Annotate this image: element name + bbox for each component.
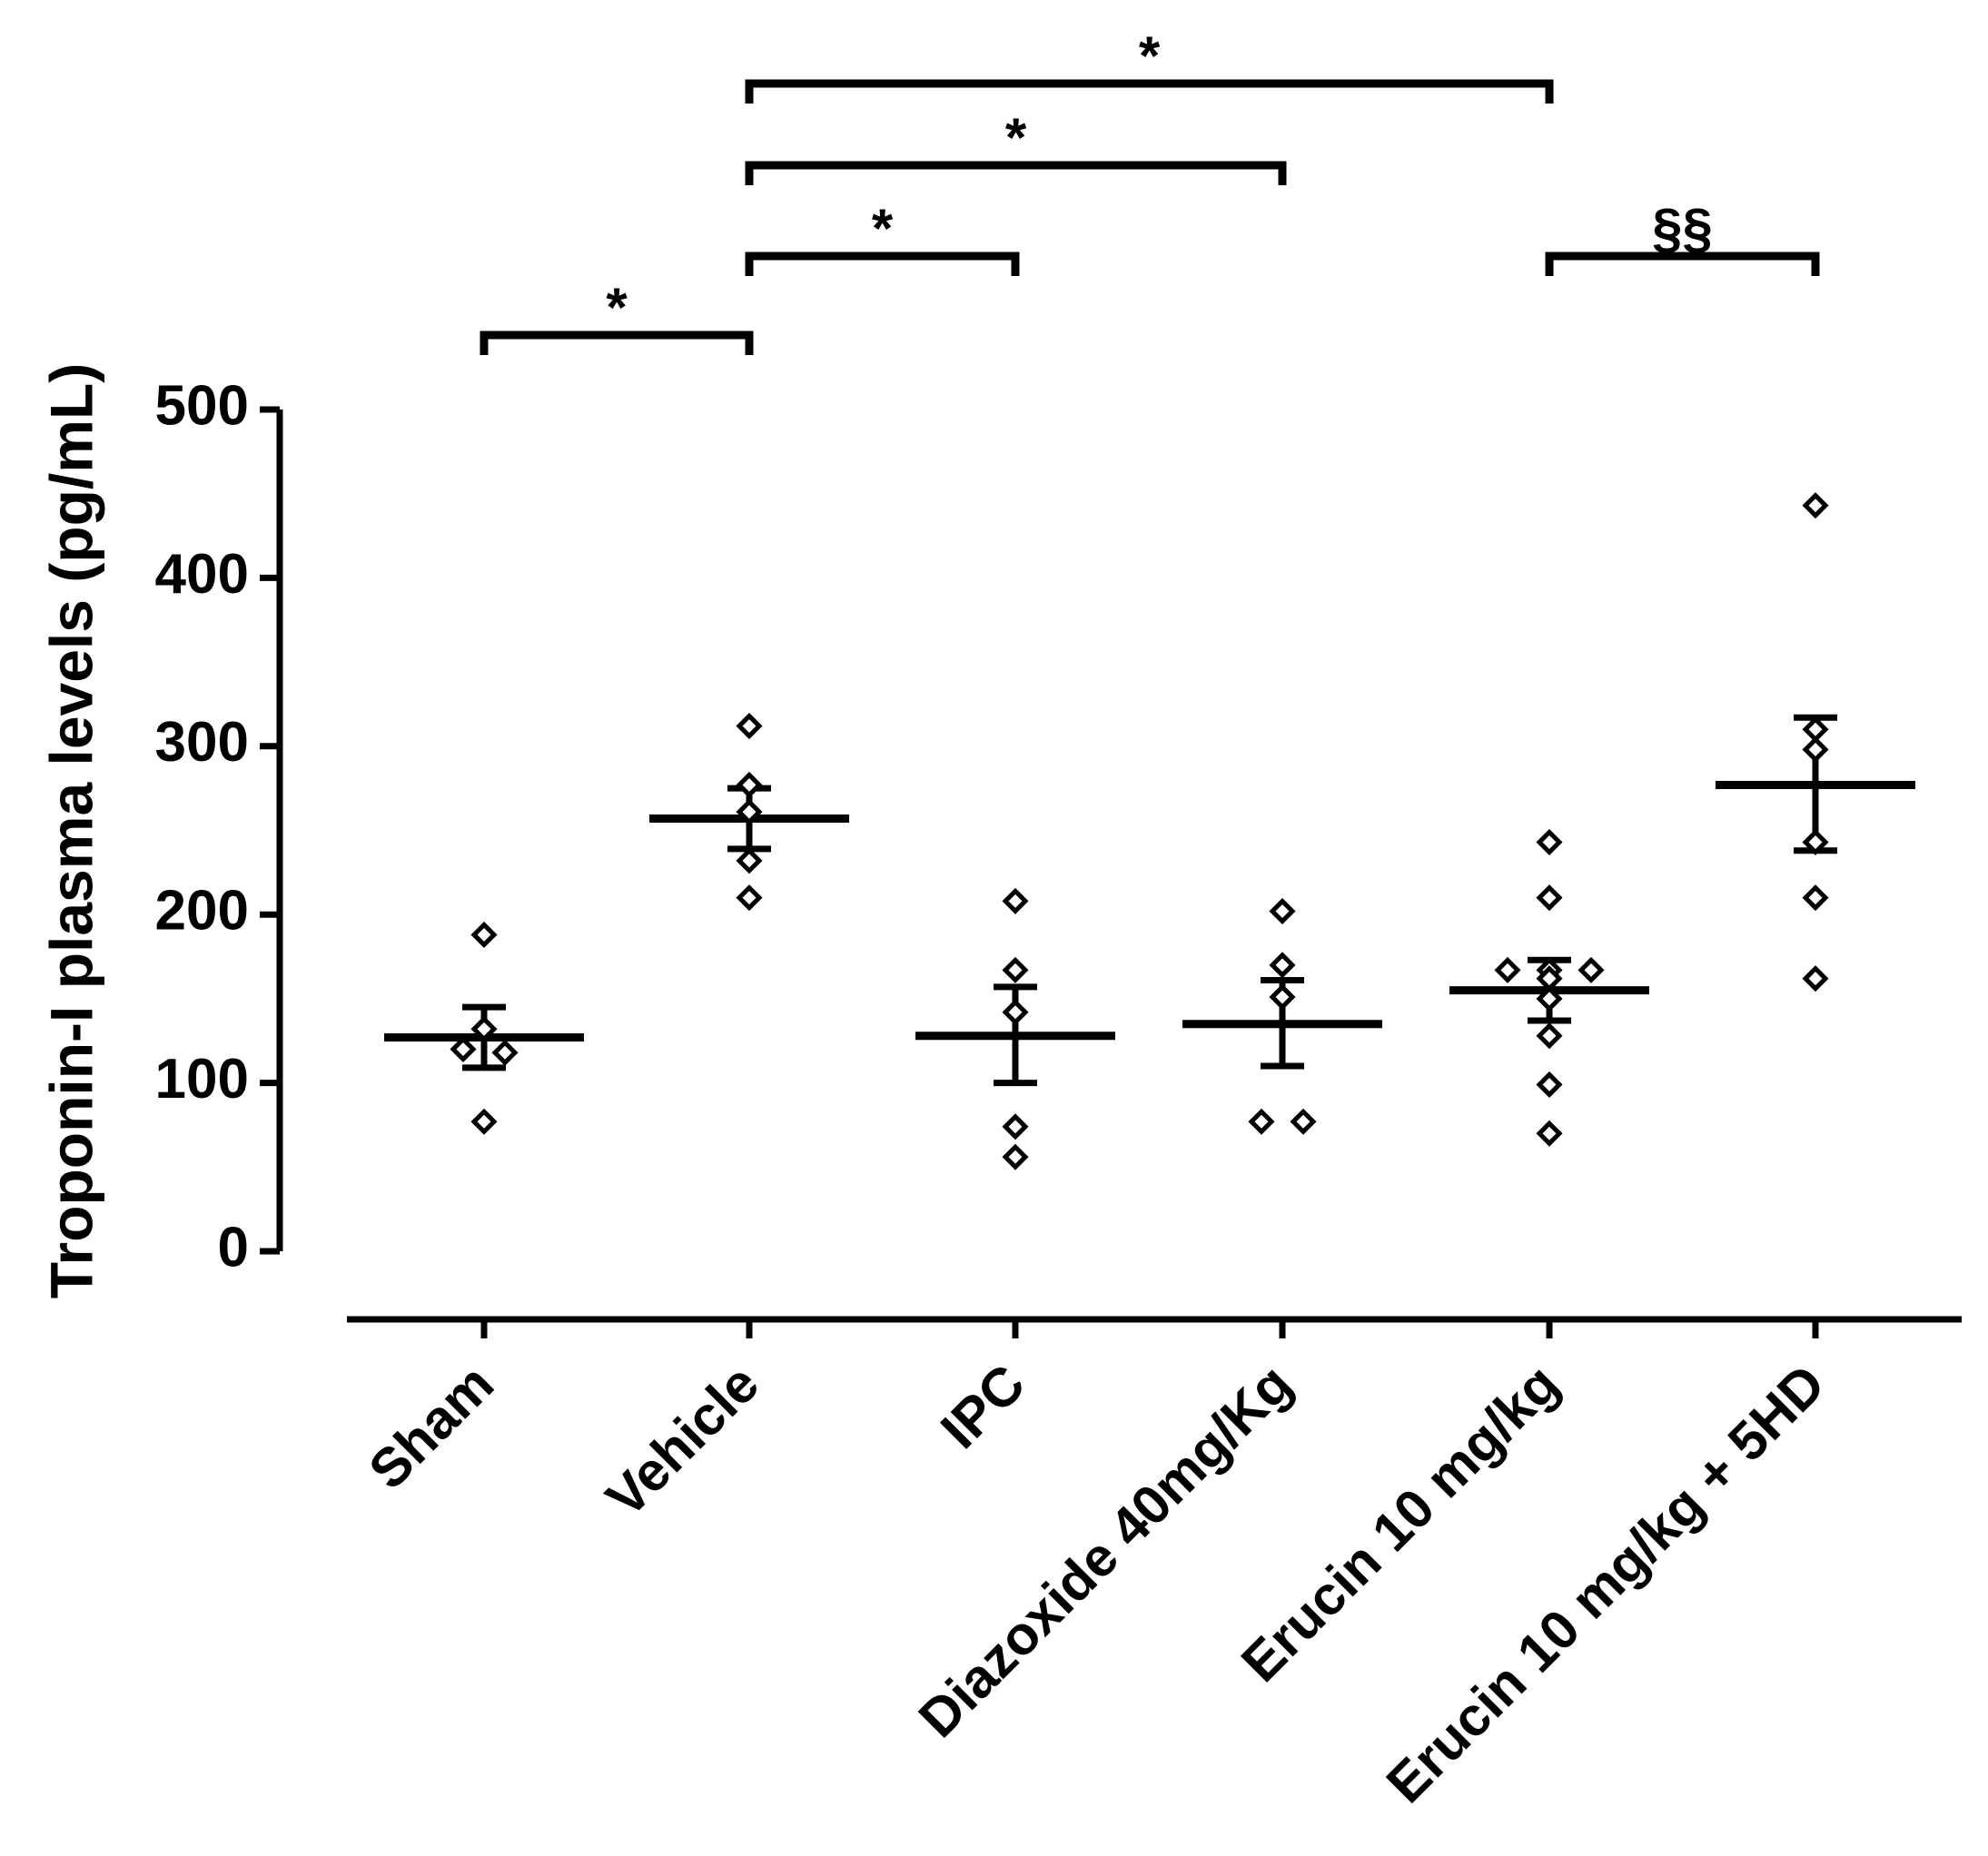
data-point (1269, 983, 1296, 1011)
significance-label: * (1005, 107, 1027, 168)
data-point (1536, 985, 1563, 1012)
significance-label: §§ (1652, 198, 1713, 259)
data-point (736, 713, 763, 740)
data-point (1536, 1071, 1563, 1098)
y-tick-label: 100 (155, 1048, 249, 1111)
significance-brackets: * * * * §§ (480, 25, 1820, 355)
y-tick-label: 200 (155, 880, 249, 943)
data-point (470, 1015, 498, 1042)
data-point (1248, 1108, 1275, 1135)
significance-label: * (872, 198, 894, 259)
data-point (736, 771, 763, 798)
data-point (470, 1108, 498, 1135)
y-axis-title: Troponin-I plasma levels (pg/mL) (37, 363, 104, 1298)
data-point (1002, 999, 1029, 1026)
significance-bracket (745, 79, 1554, 104)
data-point (491, 1039, 519, 1066)
x-category-label: IPC (929, 1353, 1036, 1460)
data-point (1802, 492, 1829, 519)
data-point (1269, 952, 1296, 979)
data-point (736, 884, 763, 912)
y-tick-label: 400 (155, 543, 249, 606)
data-point (736, 798, 763, 825)
significance-bracket (745, 161, 1287, 185)
data-point (1536, 884, 1563, 912)
data-point (1002, 887, 1029, 914)
data-points (450, 492, 1829, 1170)
y-ticks: 0 100 200 300 400 500 (155, 374, 280, 1278)
data-point (1536, 1022, 1563, 1050)
data-point (1802, 965, 1829, 992)
data-point (1494, 956, 1521, 983)
x-category-label: Vehicle (595, 1353, 771, 1529)
data-point (1802, 828, 1829, 856)
data-point (1802, 716, 1829, 743)
significance-label: * (606, 277, 628, 338)
x-category-label: Sham (357, 1353, 505, 1501)
data-point (1802, 735, 1829, 764)
significance-bracket (480, 331, 754, 355)
y-tick-label: 500 (155, 374, 249, 437)
data-point (470, 921, 498, 948)
data-point (1536, 1120, 1563, 1147)
data-point (450, 1035, 477, 1063)
data-point (1002, 1143, 1029, 1170)
data-point (1002, 956, 1029, 983)
data-point (1269, 897, 1296, 925)
data-point (1578, 956, 1605, 983)
significance-label: * (1139, 25, 1161, 86)
y-tick-label: 0 (218, 1216, 249, 1278)
x-category-label: Erucin 10 mg/kg + 5HD (1375, 1353, 1836, 1814)
data-point (1802, 884, 1829, 912)
y-tick-label: 300 (155, 711, 249, 774)
significance-bracket (745, 252, 1020, 276)
data-point (1536, 828, 1563, 856)
data-point (1290, 1108, 1317, 1135)
significance-bracket (1545, 252, 1820, 276)
error-bars (384, 714, 1915, 1087)
data-point (736, 847, 763, 874)
data-point (1002, 1113, 1029, 1140)
